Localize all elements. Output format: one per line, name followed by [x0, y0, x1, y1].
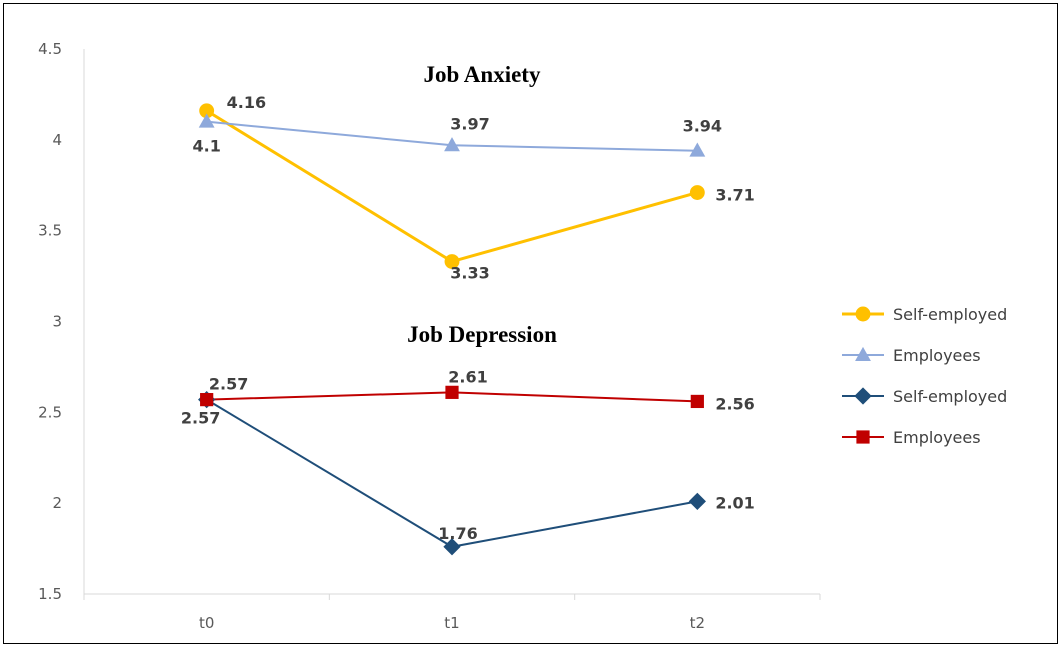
data-label-s1-t0: 4.16	[227, 93, 266, 112]
y-tick-label: 4.5	[38, 40, 62, 58]
data-point-s3-t2	[688, 492, 706, 510]
y-tick-label: 4	[52, 131, 62, 149]
x-tick-label: t1	[444, 614, 459, 632]
data-point-s1-t2	[689, 185, 705, 200]
chart-annotations: Job Anxiety Job Depression	[407, 62, 557, 347]
data-point-s4-t0	[200, 393, 214, 407]
data-labels: 4.16 3.33 3.71 4.1 3.97 3.94 2.57 1.76 2.01 2.57 2…	[181, 93, 755, 543]
legend-label-1: Self-employed	[893, 305, 1007, 324]
data-point-s2-t1	[444, 137, 460, 152]
data-label-s4-t1: 2.61	[448, 367, 487, 386]
data-label-s3-t0: 2.57	[181, 409, 220, 428]
data-point-s4-t2	[690, 394, 704, 409]
data-label-s2-t2: 3.94	[683, 117, 722, 136]
data-label-s3-t1: 1.76	[438, 524, 477, 543]
axes: 1.5 2 2.5 3 3.5 4 4.5 t0 t1 t2	[38, 40, 821, 632]
data-point-s4-t1	[445, 385, 459, 399]
data-label-s1-t1: 3.33	[450, 264, 489, 283]
y-tick-label: 1.5	[38, 585, 62, 603]
y-tick-label: 3.5	[38, 222, 62, 240]
data-point-s3-t1	[443, 538, 461, 556]
y-tick-label: 2	[52, 494, 62, 512]
data-label-s4-t0: 2.57	[209, 375, 248, 394]
data-label-s3-t2: 2.01	[715, 493, 754, 512]
legend-marker-4	[856, 430, 870, 444]
legend: Self-employed Employees Self-employed Emplo…	[842, 305, 1007, 447]
series-line-1	[205, 109, 698, 264]
x-tick-label: t0	[199, 614, 214, 632]
series-markers	[198, 103, 706, 556]
line-chart: 1.5 2 2.5 3 3.5 4 4.5 t0 t1 t2 Job Anxiety Job De…	[38, 40, 1007, 632]
chart-frame: 1.5 2 2.5 3 3.5 4 4.5 t0 t1 t2 Job Anxiety Job De…	[3, 3, 1058, 644]
data-point-s2-t2	[689, 142, 706, 157]
legend-label-4: Employees	[893, 428, 981, 447]
data-point-s2-t0	[198, 113, 215, 128]
annotation-job-anxiety: Job Anxiety	[424, 62, 541, 87]
data-label-s2-t1: 3.97	[450, 114, 489, 133]
data-label-s1-t2: 3.71	[715, 186, 754, 205]
y-tick-label: 3	[52, 313, 62, 331]
data-label-s2-t0: 4.1	[192, 137, 220, 156]
legend-label-2: Employees	[893, 346, 981, 365]
y-tick-label: 2.5	[38, 403, 62, 421]
legend-marker-3	[854, 387, 872, 405]
legend-marker-2	[855, 346, 871, 361]
data-point-s1-t1	[444, 254, 460, 269]
x-tick-label: t2	[690, 614, 705, 632]
data-point-s1-t0	[199, 103, 215, 119]
legend-label-3: Self-employed	[893, 387, 1007, 406]
data-label-s4-t2: 2.56	[715, 394, 754, 413]
annotation-job-depression: Job Depression	[407, 322, 557, 347]
legend-marker-1	[855, 306, 871, 322]
